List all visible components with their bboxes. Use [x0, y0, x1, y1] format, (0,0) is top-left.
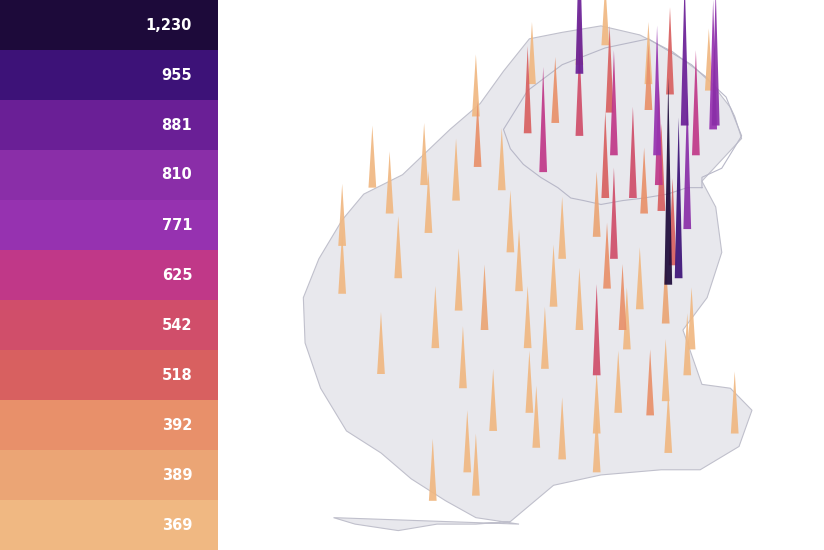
- Polygon shape: [655, 80, 662, 185]
- Polygon shape: [592, 172, 601, 237]
- Polygon shape: [629, 107, 637, 198]
- Polygon shape: [666, 7, 674, 95]
- Polygon shape: [541, 307, 549, 369]
- Polygon shape: [524, 286, 531, 348]
- Polygon shape: [615, 351, 622, 413]
- Polygon shape: [602, 0, 609, 45]
- Polygon shape: [640, 147, 648, 213]
- FancyBboxPatch shape: [0, 200, 218, 250]
- Polygon shape: [619, 264, 626, 330]
- Polygon shape: [644, 22, 653, 84]
- Polygon shape: [636, 247, 644, 309]
- Polygon shape: [575, 3, 583, 65]
- FancyBboxPatch shape: [0, 400, 218, 450]
- Text: 392: 392: [162, 417, 192, 432]
- FancyBboxPatch shape: [0, 450, 218, 500]
- Polygon shape: [526, 351, 533, 413]
- Text: 1,230: 1,230: [146, 18, 192, 32]
- Polygon shape: [603, 223, 611, 289]
- Polygon shape: [658, 124, 665, 211]
- Polygon shape: [623, 287, 630, 349]
- FancyBboxPatch shape: [0, 500, 218, 550]
- Polygon shape: [368, 125, 377, 188]
- Polygon shape: [559, 397, 566, 459]
- Polygon shape: [474, 101, 481, 167]
- Polygon shape: [432, 286, 439, 348]
- Polygon shape: [610, 50, 618, 155]
- Polygon shape: [498, 128, 506, 190]
- Text: 389: 389: [162, 468, 192, 482]
- Polygon shape: [472, 54, 480, 117]
- Polygon shape: [395, 216, 402, 278]
- Text: 881: 881: [162, 118, 192, 133]
- Polygon shape: [653, 25, 661, 155]
- Text: 625: 625: [162, 267, 192, 283]
- Polygon shape: [339, 184, 346, 246]
- Polygon shape: [575, 0, 583, 74]
- Polygon shape: [524, 46, 531, 133]
- Polygon shape: [646, 349, 654, 415]
- Polygon shape: [688, 287, 695, 349]
- Polygon shape: [662, 258, 670, 323]
- Polygon shape: [592, 284, 601, 375]
- Polygon shape: [551, 57, 559, 123]
- Text: 955: 955: [162, 68, 192, 82]
- Polygon shape: [463, 410, 471, 472]
- FancyBboxPatch shape: [0, 350, 218, 400]
- Polygon shape: [459, 326, 467, 388]
- Polygon shape: [664, 78, 672, 285]
- Polygon shape: [507, 190, 514, 252]
- Polygon shape: [712, 0, 719, 125]
- FancyBboxPatch shape: [0, 0, 218, 50]
- Polygon shape: [681, 0, 689, 125]
- FancyBboxPatch shape: [0, 50, 218, 100]
- Polygon shape: [683, 93, 691, 229]
- Polygon shape: [606, 25, 614, 113]
- Polygon shape: [610, 168, 618, 259]
- Polygon shape: [602, 111, 609, 198]
- Text: 810: 810: [162, 168, 192, 183]
- Polygon shape: [709, 0, 717, 129]
- Polygon shape: [424, 171, 433, 233]
- Polygon shape: [528, 22, 536, 84]
- Polygon shape: [472, 433, 480, 496]
- Polygon shape: [539, 67, 547, 172]
- Text: 771: 771: [162, 217, 192, 233]
- Polygon shape: [532, 386, 541, 448]
- Polygon shape: [559, 197, 566, 259]
- Polygon shape: [592, 410, 601, 472]
- FancyBboxPatch shape: [0, 150, 218, 200]
- Polygon shape: [731, 371, 738, 433]
- Polygon shape: [575, 268, 583, 330]
- Polygon shape: [515, 229, 523, 291]
- Polygon shape: [592, 371, 601, 433]
- FancyBboxPatch shape: [0, 300, 218, 350]
- Polygon shape: [683, 313, 691, 375]
- Polygon shape: [420, 123, 428, 185]
- Polygon shape: [428, 439, 437, 501]
- Polygon shape: [480, 265, 489, 330]
- Polygon shape: [452, 139, 460, 201]
- Polygon shape: [575, 45, 583, 136]
- Polygon shape: [377, 312, 385, 374]
- Polygon shape: [386, 151, 394, 213]
- Polygon shape: [675, 118, 682, 278]
- FancyBboxPatch shape: [0, 100, 218, 150]
- Polygon shape: [669, 178, 677, 265]
- Polygon shape: [550, 245, 557, 307]
- Polygon shape: [664, 391, 672, 453]
- Polygon shape: [662, 339, 670, 401]
- Text: 518: 518: [162, 367, 192, 382]
- Text: 369: 369: [162, 518, 192, 532]
- Polygon shape: [455, 249, 462, 311]
- Polygon shape: [692, 50, 700, 155]
- Polygon shape: [705, 29, 713, 91]
- Polygon shape: [644, 44, 653, 110]
- FancyBboxPatch shape: [0, 250, 218, 300]
- Polygon shape: [489, 369, 497, 431]
- Polygon shape: [303, 26, 752, 531]
- Text: 542: 542: [162, 317, 192, 333]
- Polygon shape: [339, 232, 346, 294]
